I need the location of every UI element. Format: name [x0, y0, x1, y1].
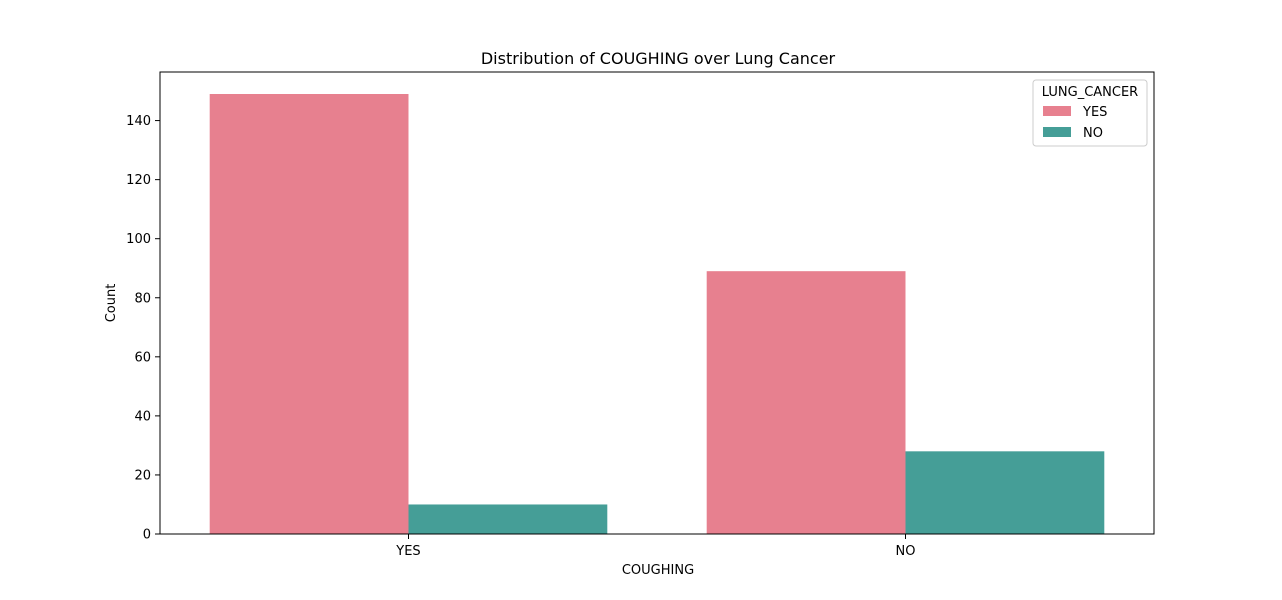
bars-group	[209, 94, 1105, 534]
bar-yes-yes	[209, 94, 409, 534]
x-tick-label: NO	[896, 544, 916, 559]
y-tick-label: 40	[134, 409, 151, 424]
y-tick-label: 120	[126, 173, 151, 188]
y-tick-label: 60	[134, 350, 151, 365]
x-tick-label: YES	[395, 544, 420, 559]
bar-no-yes	[408, 504, 608, 534]
bar-yes-no	[706, 271, 906, 534]
chart-title: Distribution of COUGHING over Lung Cance…	[481, 49, 836, 68]
bar-no-no	[905, 451, 1105, 534]
legend-label-no: NO	[1083, 126, 1103, 141]
x-axis: YES NO	[395, 534, 915, 559]
y-tick-label: 140	[126, 114, 151, 129]
y-tick-label: 100	[126, 232, 151, 247]
legend-swatch-no	[1043, 127, 1071, 137]
legend-title: LUNG_CANCER	[1042, 85, 1138, 100]
y-axis: 0 20 40 60 80 100 120 140	[126, 114, 160, 543]
x-axis-label: COUGHING	[622, 563, 694, 578]
y-tick-label: 0	[143, 528, 151, 543]
legend-label-yes: YES	[1082, 105, 1107, 120]
legend: LUNG_CANCER YES NO	[1032, 79, 1148, 147]
y-axis-label: Count	[104, 284, 119, 323]
plot-frame	[159, 71, 1155, 535]
y-tick-label: 20	[134, 468, 151, 483]
legend-swatch-yes	[1043, 106, 1071, 116]
y-tick-label: 80	[134, 291, 151, 306]
